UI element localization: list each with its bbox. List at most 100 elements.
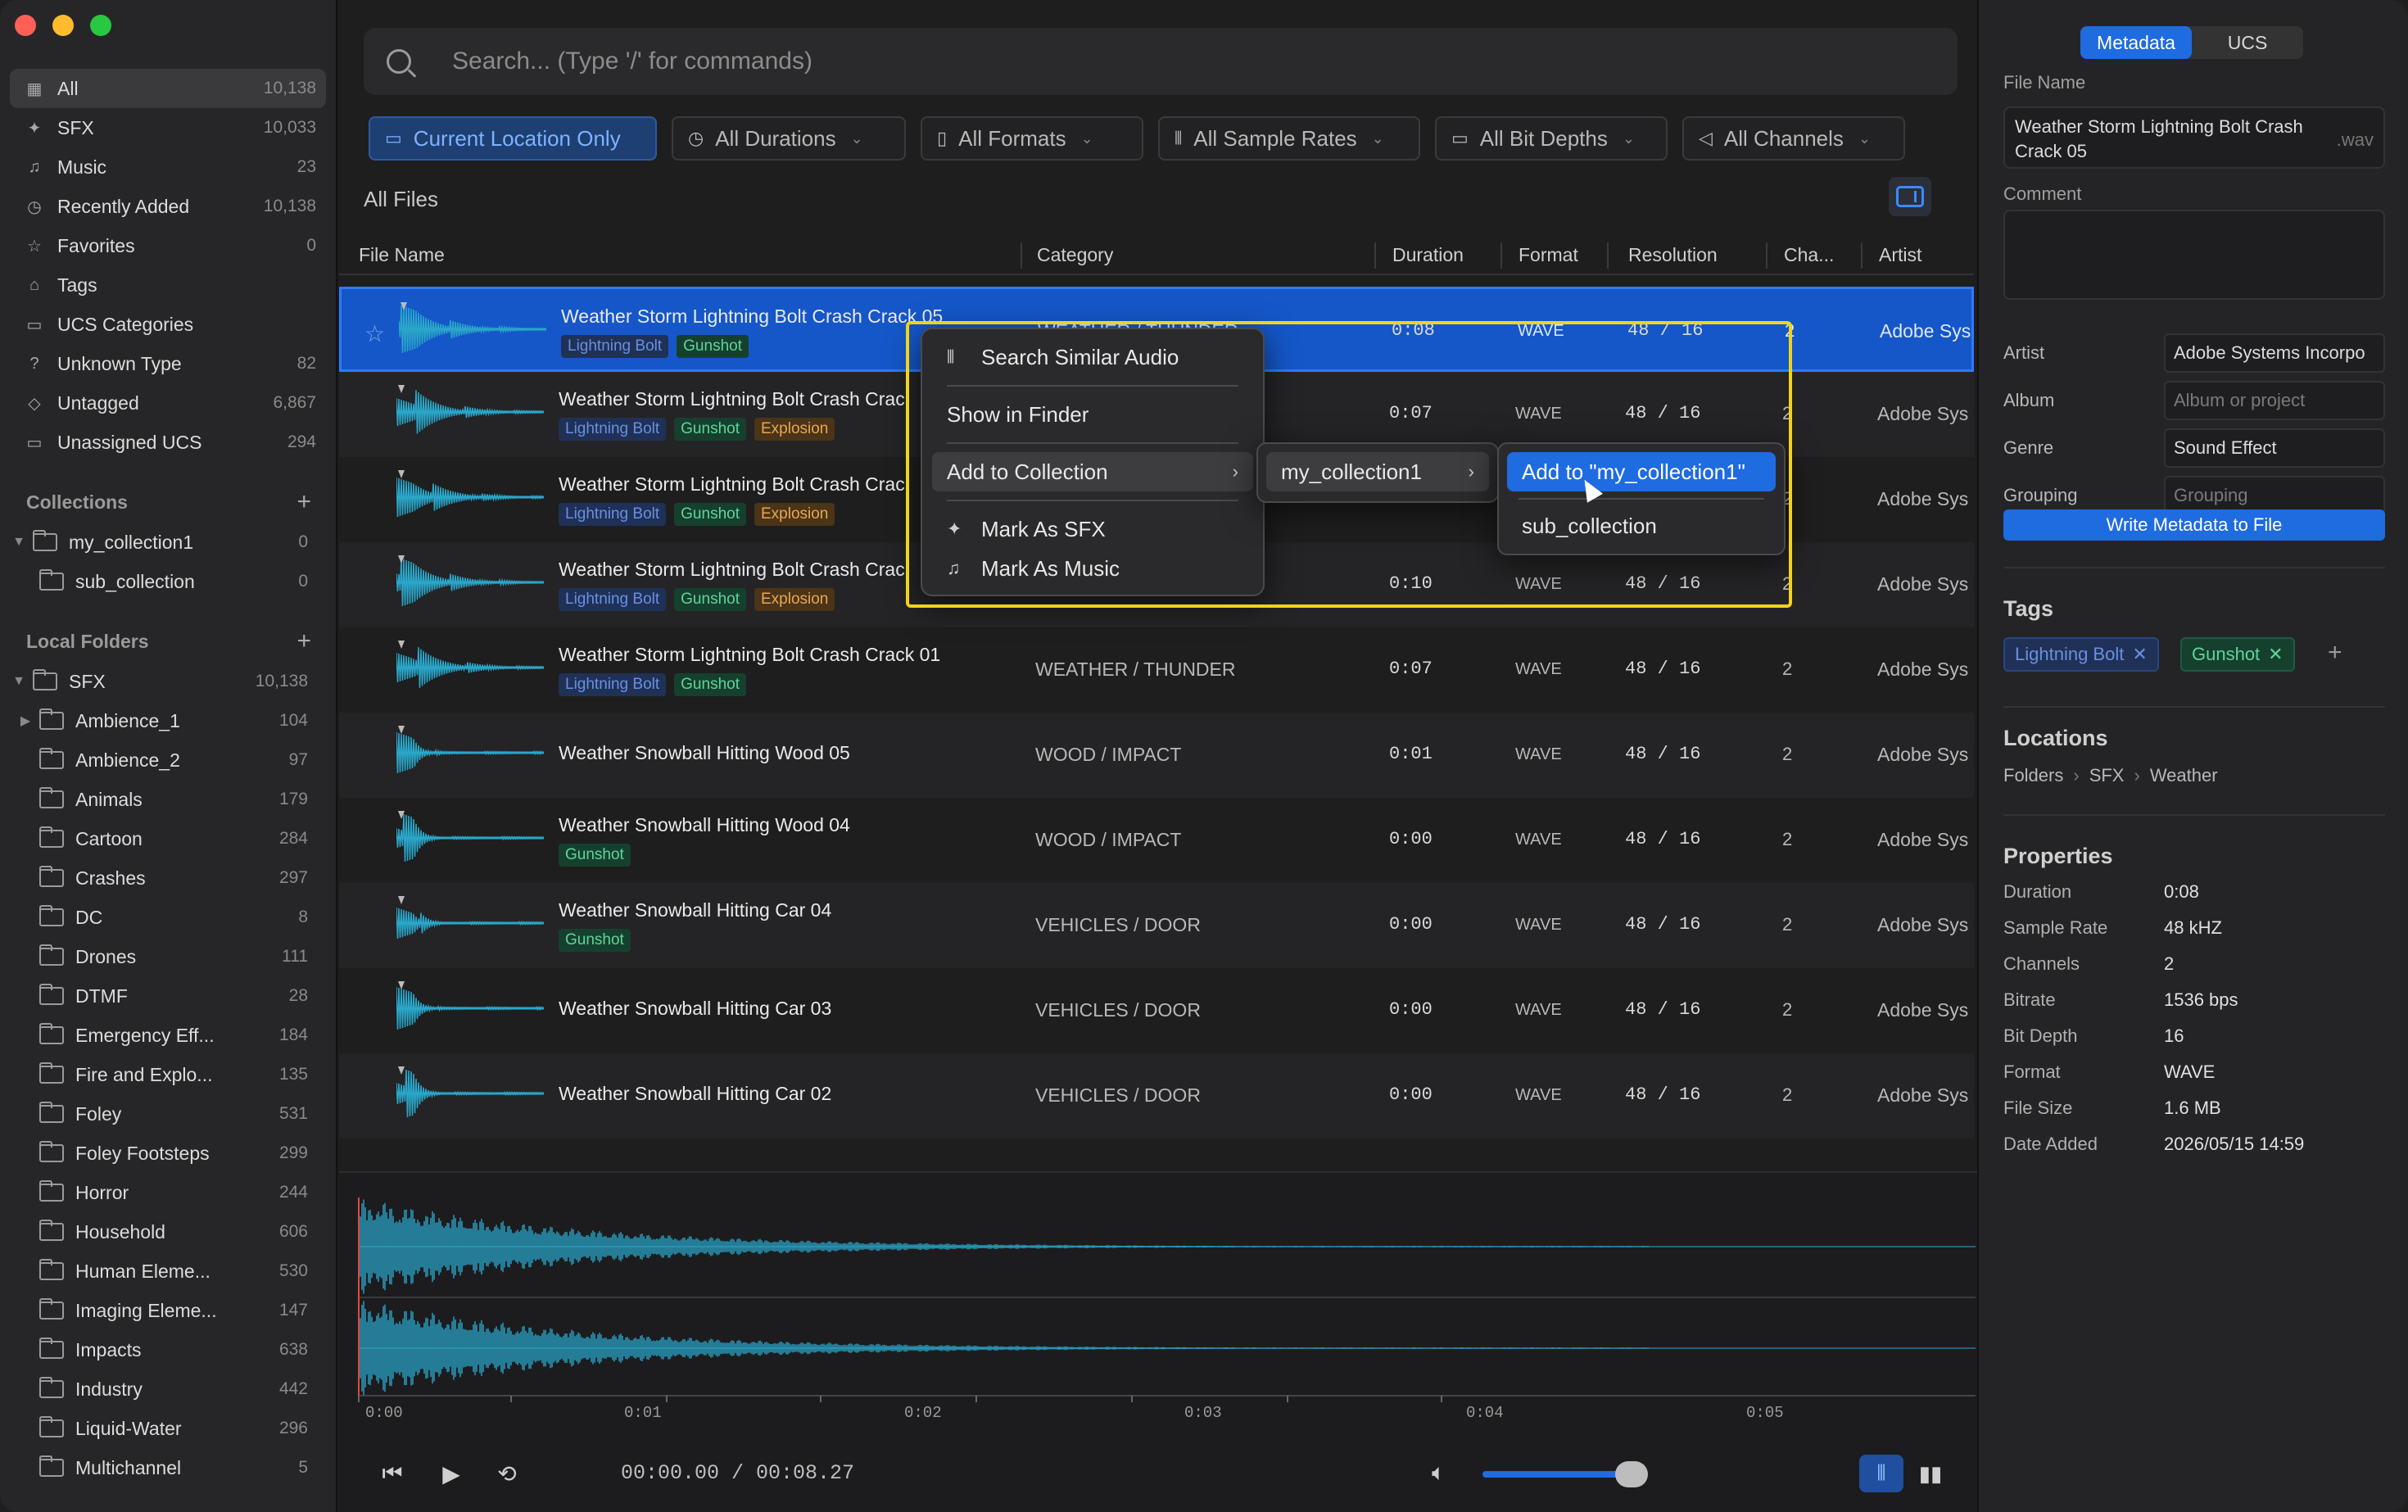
tab-ucs[interactable]: UCS	[2227, 31, 2268, 53]
folder-item[interactable]: Household 606	[10, 1212, 326, 1252]
folder-item[interactable]: Horror 244	[10, 1173, 326, 1212]
collection-item[interactable]: ▼ my_collection1 0	[10, 523, 326, 562]
spectrum-view-button[interactable]: ▮▮	[1918, 1460, 1943, 1486]
table-row[interactable]: Weather Storm Lightning Bolt Crash Crac …	[339, 457, 1974, 542]
folder-item[interactable]: Drones 111	[10, 937, 326, 976]
loop-button[interactable]: ⟲	[487, 1453, 527, 1494]
table-row[interactable]: Weather Snowball Hitting Wood 05 WOOD / …	[339, 713, 1974, 798]
table-row[interactable]: Weather Snowball Hitting Car 03 VEHICLES…	[339, 968, 1974, 1053]
col-file-name[interactable]: File Name	[359, 244, 445, 265]
sidebar-item-unassigned-ucs[interactable]: ▭ Unassigned UCS 294	[10, 423, 326, 462]
waveform-display[interactable]	[339, 1173, 1977, 1419]
play-icon: ▶	[442, 1460, 460, 1487]
meta-field-input[interactable]: Sound Effect	[2164, 428, 2385, 468]
folder-item[interactable]: ▼ SFX 10,138	[10, 662, 326, 701]
breadcrumb-item[interactable]: Weather	[2149, 765, 2218, 785]
disclosure-icon[interactable]: ▼	[12, 674, 25, 688]
breadcrumb-item[interactable]: Folders	[2003, 765, 2064, 785]
tag-chip[interactable]: Lightning Bolt ✕	[2003, 637, 2159, 672]
write-metadata-button[interactable]: Write Metadata to File	[2003, 509, 2385, 541]
col-channels[interactable]: Cha...	[1784, 244, 1835, 265]
volume-slider[interactable]	[1482, 1471, 1633, 1478]
search-input[interactable]	[452, 48, 1844, 75]
comment-field[interactable]	[2003, 210, 2385, 300]
sidebar-item-all[interactable]: ▦ All 10,138	[10, 69, 326, 108]
remove-tag-icon[interactable]: ✕	[2132, 644, 2148, 664]
waveform-pane[interactable]	[339, 1171, 1977, 1512]
sidebar-item-music[interactable]: ♫ Music 23	[10, 147, 326, 187]
filter-all-formats[interactable]: ▯ All Formats ⌄	[921, 116, 1143, 161]
file-name-field[interactable]: Weather Storm Lightning Bolt Crash Crack…	[2003, 106, 2385, 169]
folder-item[interactable]: Multichannel 5	[10, 1448, 326, 1487]
folder-item[interactable]: Liquid-Water 296	[10, 1409, 326, 1448]
volume-knob[interactable]	[1614, 1461, 1648, 1487]
menu-mark-music[interactable]: ♫ Mark As Music	[947, 555, 1120, 581]
skip-back-button[interactable]: ⏮	[372, 1453, 413, 1494]
sidebar-item-favorites[interactable]: ☆ Favorites 0	[10, 226, 326, 265]
table-row[interactable]: Weather Snowball Hitting Wood 04 Gunshot…	[339, 798, 1974, 883]
tab-metadata[interactable]: Metadata	[2080, 26, 2192, 59]
play-button[interactable]: ▶	[431, 1453, 472, 1494]
meta-field-input[interactable]: Adobe Systems Incorpo	[2164, 333, 2385, 373]
breadcrumb-item[interactable]: SFX	[2089, 765, 2125, 785]
folder-item[interactable]: Emergency Eff... 184	[10, 1016, 326, 1055]
col-artist[interactable]: Artist	[1879, 244, 1922, 265]
folder-item[interactable]: DTMF 28	[10, 976, 326, 1016]
folder-item[interactable]: Animals 179	[10, 780, 326, 819]
remove-tag-icon[interactable]: ✕	[2268, 644, 2284, 664]
tag-chip[interactable]: Gunshot ✕	[2180, 637, 2295, 672]
menu-add-to-my-collection1[interactable]: Add to "my_collection1"	[1507, 452, 1776, 491]
close-window-button[interactable]	[15, 15, 36, 36]
col-resolution[interactable]: Resolution	[1628, 244, 1718, 265]
filter-all-sample-rates[interactable]: ⫴ All Sample Rates ⌄	[1158, 116, 1420, 161]
filter-all-channels[interactable]: ◁ All Channels ⌄	[1682, 116, 1905, 161]
sidebar-item-recently-added[interactable]: ◷ Recently Added 10,138	[10, 187, 326, 226]
menu-mark-sfx[interactable]: ✦ Mark As SFX	[947, 516, 1106, 541]
table-row[interactable]: Weather Storm Lightning Bolt Crash Crack…	[339, 627, 1974, 713]
search-bar[interactable]	[364, 28, 1958, 95]
collection-item[interactable]: sub_collection 0	[10, 562, 326, 601]
folder-item[interactable]: Crashes 297	[10, 858, 326, 898]
col-format[interactable]: Format	[1519, 244, 1578, 265]
col-category[interactable]: Category	[1037, 244, 1114, 265]
menu-my-collection1[interactable]: my_collection1 ›	[1266, 452, 1489, 491]
folder-item[interactable]: Industry 442	[10, 1369, 326, 1409]
add-folder-button[interactable]: +	[296, 627, 311, 654]
filter-all-durations[interactable]: ◷ All Durations ⌄	[672, 116, 906, 161]
menu-show-in-finder[interactable]: Show in Finder	[947, 401, 1089, 427]
folder-item[interactable]: ▶ Ambience_1 104	[20, 708, 308, 731]
disclosure-icon[interactable]: ▼	[12, 535, 25, 549]
folder-item[interactable]: Fire and Explo... 135	[10, 1055, 326, 1094]
star-icon[interactable]: ☆	[364, 321, 386, 346]
menu-search-similar[interactable]: ⫴ Search Similar Audio	[947, 344, 1179, 369]
filter-current-location-only[interactable]: ▭ Current Location Only	[369, 116, 657, 161]
folder-item[interactable]: Imaging Eleme... 147	[10, 1291, 326, 1330]
sidebar-item-sfx[interactable]: ✦ SFX 10,033	[10, 108, 326, 147]
col-duration[interactable]: Duration	[1392, 244, 1464, 265]
toggle-inspector-button[interactable]	[1889, 177, 1931, 216]
menu-add-to-collection[interactable]: Add to Collection ›	[932, 452, 1253, 491]
sidebar-item-untagged[interactable]: ◇ Untagged 6,867	[10, 383, 326, 423]
collections-header[interactable]: Collections +	[26, 488, 311, 515]
folder-item[interactable]: Human Eleme... 530	[10, 1252, 326, 1291]
sidebar-item-ucs-categories[interactable]: ▭ UCS Categories	[10, 305, 326, 344]
folder-item[interactable]: Cartoon 284	[10, 819, 326, 858]
folder-item[interactable]: Foley Footsteps 299	[10, 1134, 326, 1173]
local-folders-header[interactable]: Local Folders +	[26, 627, 311, 654]
menu-sub-collection[interactable]: sub_collection	[1522, 513, 1657, 538]
waveform-view-button[interactable]: ⫴	[1859, 1455, 1903, 1492]
sidebar-item-tags[interactable]: ⌂ Tags	[10, 265, 326, 305]
add-tag-button[interactable]: +	[2328, 639, 2342, 666]
table-row[interactable]: Weather Snowball Hitting Car 04 Gunshot …	[339, 883, 1974, 968]
sidebar-item-unknown-type[interactable]: ? Unknown Type 82	[10, 344, 326, 383]
meta-field-input[interactable]: Album or project	[2164, 381, 2385, 420]
minimize-window-button[interactable]	[52, 15, 74, 36]
filter-all-bit-depths[interactable]: ▭ All Bit Depths ⌄	[1435, 116, 1668, 161]
table-row[interactable]: Weather Snowball Hitting Car 02 VEHICLES…	[339, 1053, 1974, 1139]
folder-item[interactable]: Impacts 638	[10, 1330, 326, 1369]
zoom-window-button[interactable]	[90, 15, 111, 36]
add-collection-button[interactable]: +	[296, 488, 311, 515]
folder-item[interactable]: Foley 531	[10, 1094, 326, 1134]
folder-item[interactable]: Ambience_2 97	[10, 740, 326, 780]
folder-item[interactable]: DC 8	[10, 898, 326, 937]
